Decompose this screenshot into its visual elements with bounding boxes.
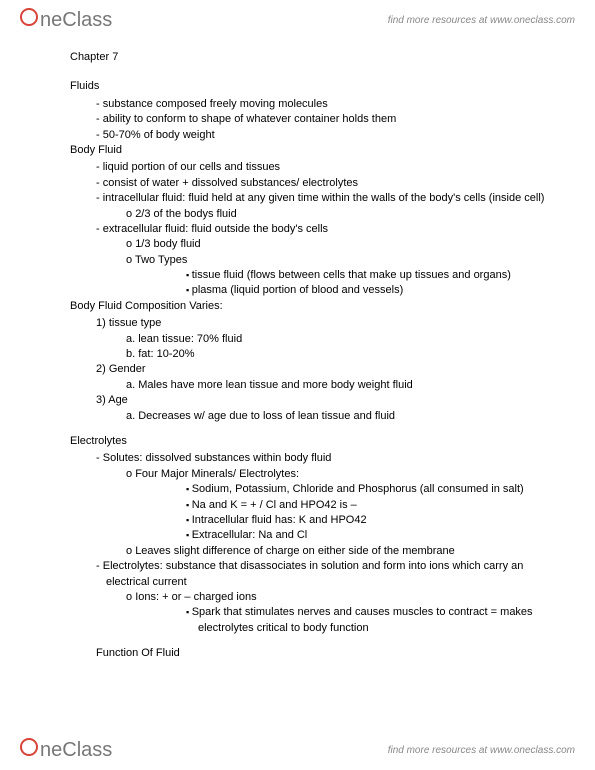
resources-link-top[interactable]: find more resources at www.oneclass.com xyxy=(388,15,575,26)
electrolyte-def: Electrolytes: substance that disassociat… xyxy=(96,559,545,590)
list-item: Electrolytes: substance that disassociat… xyxy=(96,559,545,590)
bodyfluid-list: liquid portion of our cells and tissues … xyxy=(96,160,545,206)
logo-circle-icon xyxy=(20,738,38,756)
list-item: Leaves slight difference of charge on ei… xyxy=(126,544,545,559)
four-list: Four Major Minerals/ Electrolytes: xyxy=(126,467,545,482)
logo-text-one: ne xyxy=(40,739,62,762)
page-header: ne Class find more resources at www.onec… xyxy=(0,0,595,40)
list-item: Two Types xyxy=(126,253,545,268)
list-item: consist of water + dissolved substances/… xyxy=(96,176,545,191)
list-item: Spark that stimulates nerves and causes … xyxy=(186,605,545,636)
list-item: liquid portion of our cells and tissues xyxy=(96,160,545,175)
extra-sublist: 1/3 body fluid Two Types xyxy=(126,237,545,268)
brand-logo: ne Class xyxy=(20,8,112,32)
comp-n1b: b. fat: 10-20% xyxy=(126,347,545,362)
logo-circle-icon xyxy=(20,8,38,26)
fluids-list: substance composed freely moving molecul… xyxy=(96,97,545,143)
list-item: extracellular fluid: fluid outside the b… xyxy=(96,222,545,237)
leaves-list: Leaves slight difference of charge on ei… xyxy=(126,544,545,559)
logo-text-class: Class xyxy=(62,739,112,762)
list-item: Na and K = + / Cl and HPO42 is – xyxy=(186,498,545,513)
list-item: Extracellular: Na and Cl xyxy=(186,528,545,543)
section-composition-title: Body Fluid Composition Varies: xyxy=(70,299,545,314)
brand-logo-footer: ne Class xyxy=(20,738,112,762)
list-item: Ions: + or – charged ions xyxy=(126,590,545,605)
logo-text-class: Class xyxy=(62,9,112,32)
section-fluids-title: Fluids xyxy=(70,79,545,94)
list-item: intracellular fluid: fluid held at any g… xyxy=(96,191,545,206)
list-item: ability to conform to shape of whatever … xyxy=(96,112,545,127)
list-item: substance composed freely moving molecul… xyxy=(96,97,545,112)
section-electrolytes-title: Electrolytes xyxy=(70,434,545,449)
page-footer: ne Class find more resources at www.onec… xyxy=(0,730,595,770)
list-item: tissue fluid (flows between cells that m… xyxy=(186,268,545,283)
ions-list: Ions: + or – charged ions xyxy=(126,590,545,605)
chapter-title: Chapter 7 xyxy=(70,50,545,65)
solutes-list: Solutes: dissolved substances within bod… xyxy=(96,451,545,466)
minerals-list: Sodium, Potassium, Chloride and Phosphor… xyxy=(186,482,545,544)
list-item: Four Major Minerals/ Electrolytes: xyxy=(126,467,545,482)
spark-list: Spark that stimulates nerves and causes … xyxy=(186,605,545,636)
comp-n2a: a. Males have more lean tissue and more … xyxy=(126,378,545,393)
list-item: Sodium, Potassium, Chloride and Phosphor… xyxy=(186,482,545,497)
intra-sublist: 2/3 of the bodys fluid xyxy=(126,207,545,222)
list-item: 50-70% of body weight xyxy=(96,128,545,143)
section-function-title: Function Of Fluid xyxy=(96,646,545,661)
resources-link-bottom[interactable]: find more resources at www.oneclass.com xyxy=(388,745,575,756)
document-content: Chapter 7 Fluids substance composed free… xyxy=(70,50,545,663)
list-item: Intracellular fluid has: K and HPO42 xyxy=(186,513,545,528)
list-item: plasma (liquid portion of blood and vess… xyxy=(186,283,545,298)
list-item: 1/3 body fluid xyxy=(126,237,545,252)
section-bodyfluid-title: Body Fluid xyxy=(70,143,545,158)
comp-n1: 1) tissue type xyxy=(96,316,545,331)
comp-n3a: a. Decreases w/ age due to loss of lean … xyxy=(126,409,545,424)
comp-n1a: a. lean tissue: 70% fluid xyxy=(126,332,545,347)
bodyfluid-extra: extracellular fluid: fluid outside the b… xyxy=(96,222,545,237)
list-item: 2/3 of the bodys fluid xyxy=(126,207,545,222)
logo-text-one: ne xyxy=(40,9,62,32)
comp-n2: 2) Gender xyxy=(96,362,545,377)
types-list: tissue fluid (flows between cells that m… xyxy=(186,268,545,299)
list-item: Solutes: dissolved substances within bod… xyxy=(96,451,545,466)
comp-n3: 3) Age xyxy=(96,393,545,408)
